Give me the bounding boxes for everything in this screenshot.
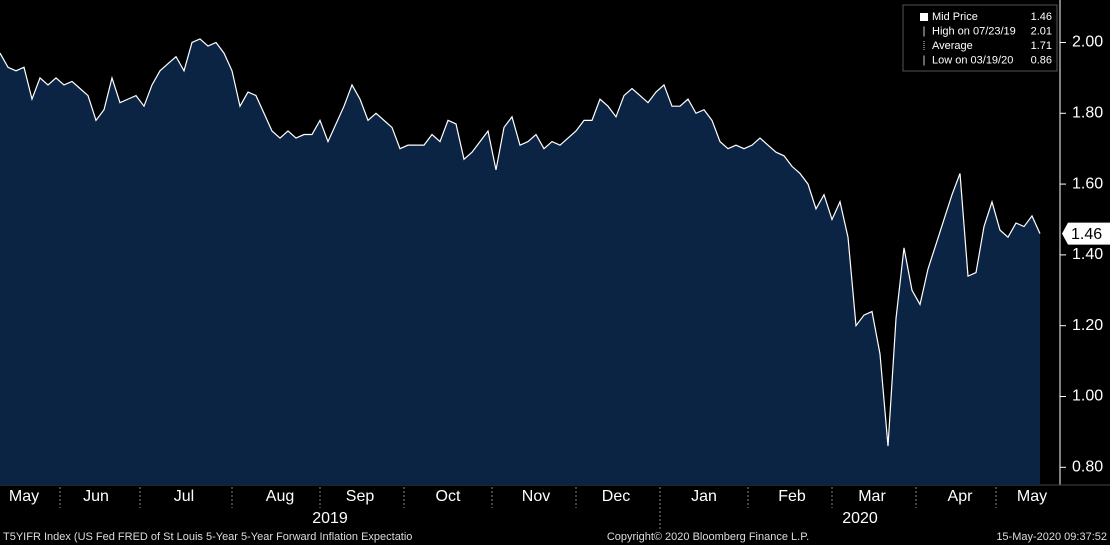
footer-center: Copyright© 2020 Bloomberg Finance L.P.	[607, 531, 809, 543]
legend-label: High on 07/23/19	[932, 25, 1016, 37]
x-tick-label: Jan	[691, 488, 717, 505]
legend-value: 1.46	[1031, 11, 1052, 23]
legend-label: Average	[932, 40, 973, 52]
legend-icon	[920, 13, 928, 21]
y-tick-label: 1.40	[1072, 246, 1103, 263]
x-tick-label: Jul	[174, 488, 194, 505]
legend-value: 2.01	[1031, 25, 1052, 37]
year-label: 2019	[312, 510, 348, 527]
x-tick-label: Aug	[266, 488, 294, 505]
footer-left: T5YIFR Index (US Fed FRED of St Louis 5-…	[3, 531, 412, 543]
year-label: 2020	[842, 510, 878, 527]
y-tick-label: 0.80	[1072, 459, 1103, 476]
last-price-tag	[1062, 222, 1110, 245]
x-tick-label: May	[9, 488, 39, 505]
legend-value: 1.71	[1031, 40, 1052, 52]
x-tick-label: Oct	[436, 488, 461, 505]
y-tick-label: 1.80	[1072, 105, 1103, 122]
y-tick-label: 1.00	[1072, 388, 1103, 405]
legend-value: 0.86	[1031, 54, 1052, 66]
x-tick-label: Jun	[83, 488, 109, 505]
x-tick-label: May	[1017, 488, 1047, 505]
y-tick-label: 2.00	[1072, 34, 1103, 51]
legend-box	[902, 4, 1058, 72]
legend-label: Low on 03/19/20	[932, 54, 1013, 66]
line	[0, 38, 1041, 447]
x-tick-label: Mar	[858, 488, 886, 505]
x-tick-label: Sep	[346, 488, 375, 505]
y-tick-label: 1.20	[1072, 317, 1103, 334]
footer-right: 15-May-2020 09:37:52	[996, 531, 1107, 543]
y-tick-label: 1.60	[1072, 175, 1103, 192]
x-tick-label: Feb	[778, 488, 806, 505]
x-tick-label: Nov	[522, 488, 550, 505]
x-tick-label: Apr	[948, 488, 974, 505]
last-price-label: 1.46	[1071, 226, 1102, 243]
area	[0, 38, 1040, 486]
x-tick-label: Dec	[602, 488, 630, 505]
legend-label: Mid Price	[932, 11, 978, 23]
